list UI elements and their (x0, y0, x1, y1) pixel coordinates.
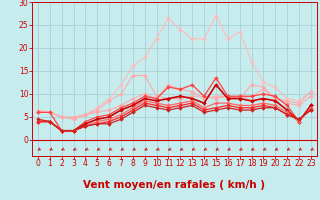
X-axis label: Vent moyen/en rafales ( km/h ): Vent moyen/en rafales ( km/h ) (84, 180, 265, 190)
